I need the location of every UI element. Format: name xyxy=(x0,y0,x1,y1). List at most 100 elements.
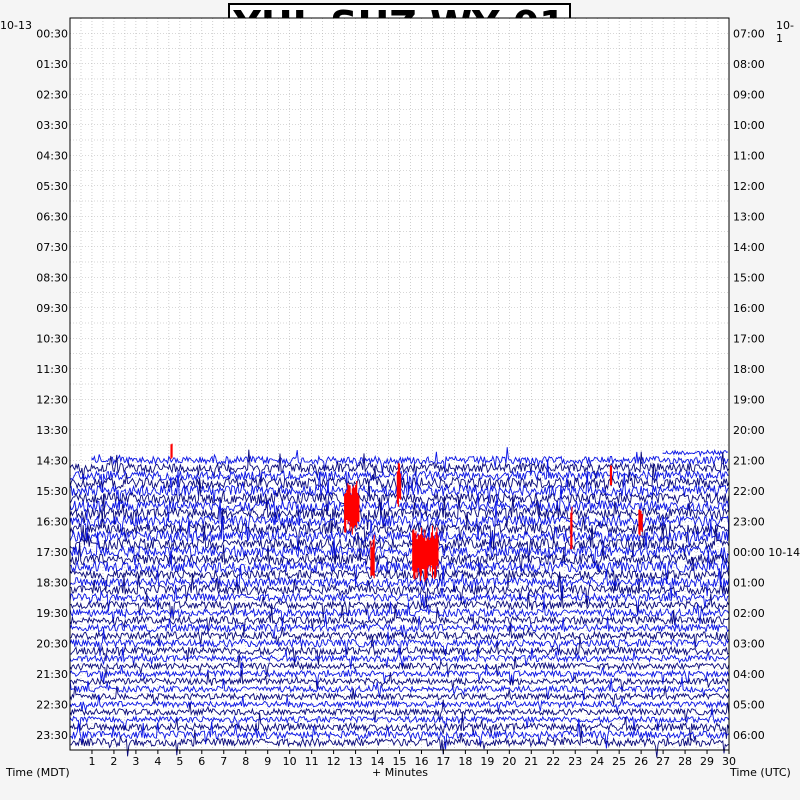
seismic-trace xyxy=(69,522,730,564)
right-time-label: 13:00 xyxy=(733,210,765,223)
seismic-event xyxy=(570,506,573,550)
x-tick-label: 4 xyxy=(154,755,161,768)
seismic-event xyxy=(344,481,360,535)
right-time-label: 00:00 10-14 xyxy=(733,546,800,559)
left-time-label: 19:30 xyxy=(36,607,68,620)
left-time-label: 23:30 xyxy=(36,729,68,742)
x-tick-label: 9 xyxy=(264,755,271,768)
seismic-trace xyxy=(69,707,730,731)
left-time-label: 18:30 xyxy=(36,576,68,589)
x-tick-label: 22 xyxy=(546,755,560,768)
left-time-label: 08:30 xyxy=(36,271,68,284)
x-tick-label: 16 xyxy=(414,755,428,768)
x-tick-label: 7 xyxy=(220,755,227,768)
seismic-trace xyxy=(69,532,730,567)
seismic-trace xyxy=(69,623,729,649)
seismic-trace xyxy=(662,449,729,458)
right-time-label: 16:00 xyxy=(733,302,765,315)
seismic-trace xyxy=(69,516,730,556)
left-time-label: 11:30 xyxy=(36,363,68,376)
right-time-label: 07:00 xyxy=(733,27,765,40)
x-tick-label: 2 xyxy=(110,755,117,768)
left-time-label: 05:30 xyxy=(36,180,68,193)
right-time-label: 23:00 xyxy=(733,515,765,528)
x-tick-label: 18 xyxy=(458,755,472,768)
left-time-label: 12:30 xyxy=(36,393,68,406)
seismic-trace xyxy=(69,728,729,758)
left-time-label: 16:30 xyxy=(36,515,68,528)
right-time-label: 09:00 xyxy=(733,88,765,101)
seismic-trace xyxy=(69,542,730,574)
seismic-trace xyxy=(69,670,730,693)
x-axis-center-label: + Minutes xyxy=(372,766,429,779)
left-time-label: 03:30 xyxy=(36,119,68,132)
seismic-trace xyxy=(69,712,730,741)
x-tick-label: 1 xyxy=(88,755,95,768)
right-time-label: 21:00 xyxy=(733,454,765,467)
right-time-label: 22:00 xyxy=(733,485,765,498)
top-right-date: 10-1 xyxy=(776,19,794,45)
left-time-label: 01:30 xyxy=(36,58,68,71)
left-time-label: 09:30 xyxy=(36,302,68,315)
seismic-event xyxy=(412,525,439,582)
seismic-trace xyxy=(69,676,730,701)
left-time-label: 10:30 xyxy=(36,332,68,345)
x-tick-label: 26 xyxy=(634,755,648,768)
right-time-label: 08:00 xyxy=(733,58,765,71)
seismic-trace xyxy=(69,694,730,713)
seismic-trace xyxy=(69,647,730,670)
x-tick-label: 8 xyxy=(242,755,249,768)
x-tick-label: 23 xyxy=(568,755,582,768)
axes: 1 2 3 4 5 6 7 8 9 10 11 12 13 14 15 16 17 18 19 20 21 22 23 24 2… xyxy=(36,17,800,768)
x-tick-label: 15 xyxy=(393,755,407,768)
left-time-label: 20:30 xyxy=(36,637,68,650)
right-time-label: 20:00 xyxy=(733,424,765,437)
right-time-label: 06:00 xyxy=(733,729,765,742)
grid xyxy=(69,17,730,751)
right-time-label: 05:00 xyxy=(733,698,765,711)
seismic-event xyxy=(638,509,643,536)
left-time-label: 07:30 xyxy=(36,241,68,254)
left-time-label: 21:30 xyxy=(36,668,68,681)
top-left-date: 10-13 xyxy=(0,19,32,32)
x-tick-label: 29 xyxy=(700,755,714,768)
seismic-trace xyxy=(69,583,729,613)
x-tick-label: 17 xyxy=(436,755,450,768)
right-time-label: 11:00 xyxy=(733,149,765,162)
x-tick-label: 3 xyxy=(132,755,139,768)
seismic-trace xyxy=(69,614,730,639)
right-time-label: 02:00 xyxy=(733,607,765,620)
x-tick-label: 5 xyxy=(176,755,183,768)
right-time-label: 14:00 xyxy=(733,241,765,254)
right-time-label: 18:00 xyxy=(733,363,765,376)
x-tick-label: 6 xyxy=(198,755,205,768)
events xyxy=(170,443,643,582)
x-tick-label: 14 xyxy=(371,755,385,768)
seismic-trace xyxy=(69,599,730,627)
seismic-trace xyxy=(69,685,730,706)
right-time-label: 01:00 xyxy=(733,576,765,589)
right-time-label: 15:00 xyxy=(733,271,765,284)
seismic-trace xyxy=(69,509,730,550)
x-tick-label: 10 xyxy=(283,755,297,768)
seismic-event xyxy=(609,465,613,486)
traces xyxy=(69,447,730,758)
left-time-label: 04:30 xyxy=(36,149,68,162)
left-time-label: 02:30 xyxy=(36,88,68,101)
seismic-trace xyxy=(69,571,730,608)
left-time-label: 22:30 xyxy=(36,698,68,711)
left-time-label: 15:30 xyxy=(36,485,68,498)
x-tick-label: 11 xyxy=(305,755,319,768)
left-time-label: 06:30 xyxy=(36,210,68,223)
seismic-trace xyxy=(69,605,730,635)
seismic-trace xyxy=(69,565,730,599)
right-time-label: 19:00 xyxy=(733,393,765,406)
x-tick-label: 13 xyxy=(349,755,363,768)
x-axis-left-label: Time (MDT) xyxy=(6,766,70,779)
seismic-trace xyxy=(69,556,730,592)
x-tick-label: 21 xyxy=(524,755,538,768)
seismic-trace xyxy=(69,493,730,533)
x-tick-label: 12 xyxy=(327,755,341,768)
seismic-trace xyxy=(69,653,730,678)
